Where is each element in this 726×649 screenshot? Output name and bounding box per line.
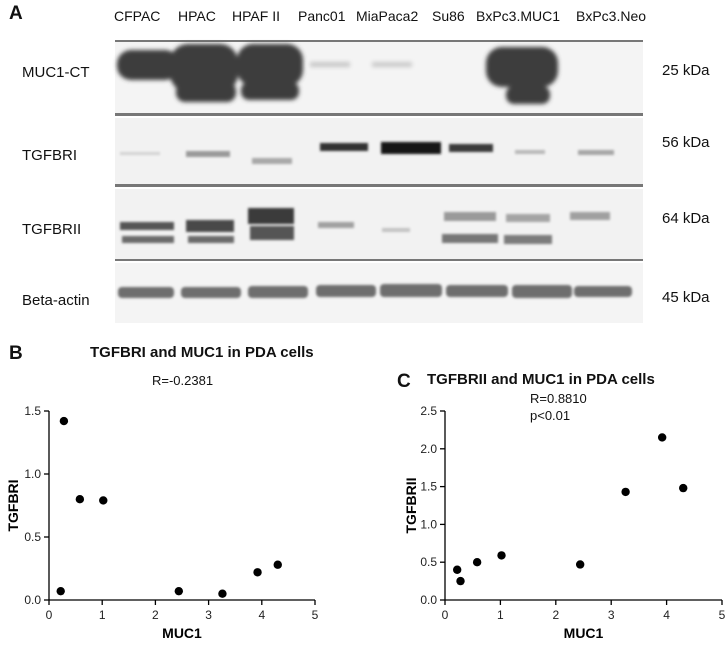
data-point: [452, 565, 462, 574]
lane-label: BxPc3.Neo: [576, 8, 647, 24]
x-tick-label: 5: [719, 608, 726, 622]
lane-label: Panc01: [298, 8, 346, 24]
kda-marker: 56 kDa: [662, 134, 710, 151]
x-tick-label: 1: [99, 608, 106, 622]
data-point: [621, 487, 630, 497]
y-tick-label: 1.5: [420, 480, 437, 494]
row-label-beta-actin: Beta-actin: [22, 292, 90, 309]
kda-marker: 45 kDa: [662, 289, 710, 306]
y-tick-label: 0.0: [420, 593, 437, 607]
y-tick-label: 2.0: [420, 442, 437, 456]
lane-label: CFPAC: [114, 8, 161, 24]
kda-marker: 25 kDa: [662, 62, 710, 79]
data-point: [657, 433, 667, 442]
data-point: [99, 496, 108, 505]
row-label-tgfbri: TGFBRI: [22, 147, 77, 164]
lane-label: BxPc3.MUC1: [476, 8, 561, 24]
chart-c-pvalue: p<0.01: [530, 408, 571, 423]
x-tick-label: 0: [46, 608, 53, 622]
panel-c-label: C: [397, 371, 411, 392]
x-tick-label: 5: [312, 608, 319, 622]
data-point: [174, 586, 184, 596]
y-tick-label: 1.0: [24, 467, 41, 481]
x-tick-label: 0: [442, 608, 449, 622]
x-axis-label: MUC1: [564, 625, 604, 641]
y-tick-label: 0.5: [420, 555, 437, 569]
chart-c-title: TGFBRII and MUC1 in PDA cells: [427, 371, 655, 388]
data-point: [59, 416, 69, 426]
panel-a-label: A: [9, 3, 23, 24]
y-tick-label: 1.5: [24, 404, 41, 418]
y-tick-label: 2.5: [420, 404, 437, 418]
y-axis-label: TGFBRII: [403, 478, 419, 534]
panel-b-label: B: [9, 343, 23, 364]
data-point: [273, 560, 282, 569]
y-tick-label: 0.0: [24, 593, 41, 607]
x-tick-label: 2: [552, 608, 559, 622]
data-point: [75, 495, 85, 504]
chart-b-title: TGFBRI and MUC1 in PDA cells: [90, 344, 314, 361]
data-point: [679, 483, 688, 493]
data-point: [575, 560, 585, 569]
row-label-muc1-ct: MUC1-CT: [22, 64, 90, 81]
lane-label: Su86: [432, 8, 465, 24]
lane-label: HPAF II: [232, 8, 280, 24]
x-tick-label: 4: [663, 608, 670, 622]
data-point: [56, 586, 65, 596]
x-tick-label: 3: [608, 608, 615, 622]
x-tick-label: 2: [152, 608, 159, 622]
y-axis-label: TGFBRI: [5, 479, 21, 531]
chart-c-correlation: R=0.8810: [530, 391, 587, 406]
data-point: [253, 568, 262, 577]
kda-marker: 64 kDa: [662, 210, 710, 227]
data-point: [218, 589, 227, 598]
data-point: [497, 551, 506, 560]
lane-label: HPAC: [178, 8, 216, 24]
row-label-tgfbrii: TGFBRII: [22, 221, 82, 238]
x-tick-label: 3: [205, 608, 212, 622]
chart-b-correlation: R=-0.2381: [152, 373, 214, 388]
data-point: [472, 558, 482, 567]
data-point: [456, 576, 465, 586]
x-axis-label: MUC1: [162, 625, 202, 641]
x-tick-label: 4: [258, 608, 265, 622]
y-tick-label: 0.5: [24, 530, 41, 544]
x-tick-label: 1: [497, 608, 504, 622]
lane-label: MiaPaca2: [356, 8, 419, 24]
y-tick-label: 1.0: [420, 517, 437, 531]
